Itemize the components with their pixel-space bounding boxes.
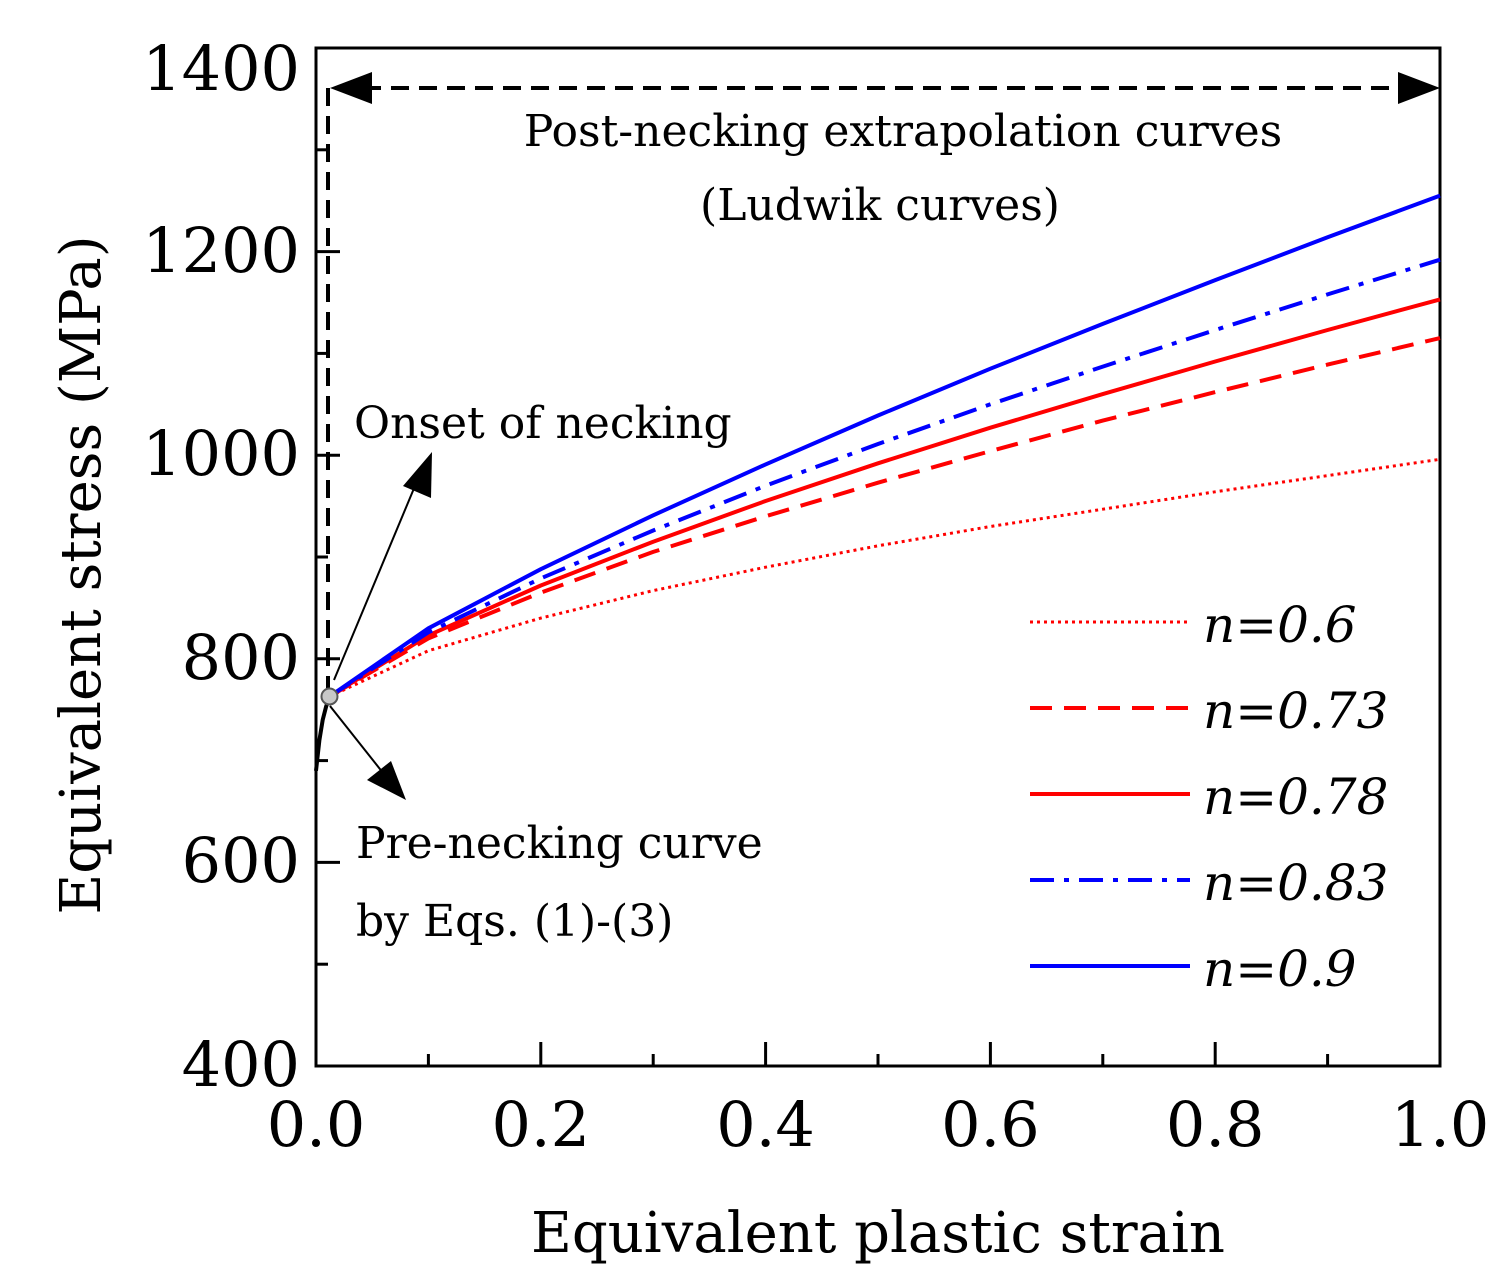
legend: n=0.6 n=0.73 n=0.78 n=0.83 n=0.9: [1030, 596, 1388, 998]
annotation-post-necking-line2: (Ludwik curves): [700, 180, 1060, 231]
annotation-pre-necking-line2: by Eqs. (1)-(3): [356, 896, 673, 947]
y-tick-label: 1400: [142, 32, 300, 105]
legend-label: n=0.83: [1203, 854, 1388, 912]
x-tick-label: 0.6: [941, 1088, 1040, 1161]
span-arrow-right-icon: [1398, 72, 1440, 104]
x-axis-title: Equivalent plastic strain: [531, 1201, 1225, 1266]
y-tick-label: 400: [182, 1028, 300, 1101]
onset-pointer-line: [333, 461, 426, 681]
series-line-n=0.73: [328, 336, 1441, 699]
span-arrow-left-icon: [330, 72, 372, 104]
series-line-n=0.83: [328, 257, 1441, 699]
y-axis-title: Equivalent stress (MPa): [49, 235, 114, 914]
series-line-n=0.78: [328, 297, 1441, 699]
y-tick-label: 800: [182, 621, 300, 694]
legend-label: n=0.73: [1203, 682, 1388, 740]
axis-ticks: [314, 46, 1442, 1068]
legend-label: n=0.78: [1203, 768, 1388, 826]
onset-arrow-icon: [403, 452, 432, 498]
x-tick-label: 0.2: [491, 1088, 590, 1161]
necking-point-marker: [320, 687, 339, 706]
annotation-post-necking-line1: Post-necking extrapolation curves: [524, 106, 1283, 157]
annotation-pre-necking-line1: Pre-necking curve: [356, 818, 763, 869]
necking-marker-group: [320, 687, 339, 706]
series-line-n=0.9: [328, 193, 1441, 699]
legend-label: n=0.9: [1203, 940, 1357, 998]
series-curves: [328, 193, 1441, 699]
series-line-n=0.6: [328, 457, 1441, 698]
legend-label: n=0.6: [1203, 596, 1357, 654]
y-tick-label: 1000: [142, 417, 300, 490]
tick-labels: 0.0 0.2 0.4 0.6 0.8 1.0 400 600 800 1000…: [142, 32, 1489, 1161]
y-tick-label: 600: [182, 824, 300, 897]
x-tick-label: 1.0: [1391, 1088, 1490, 1161]
y-tick-label: 1200: [142, 214, 300, 287]
pre-necking-arrow-icon: [367, 761, 406, 800]
x-tick-label: 0.0: [267, 1088, 366, 1161]
x-tick-label: 0.4: [716, 1088, 815, 1161]
x-tick-label: 0.8: [1166, 1088, 1265, 1161]
annotation-onset: Onset of necking: [354, 398, 732, 449]
